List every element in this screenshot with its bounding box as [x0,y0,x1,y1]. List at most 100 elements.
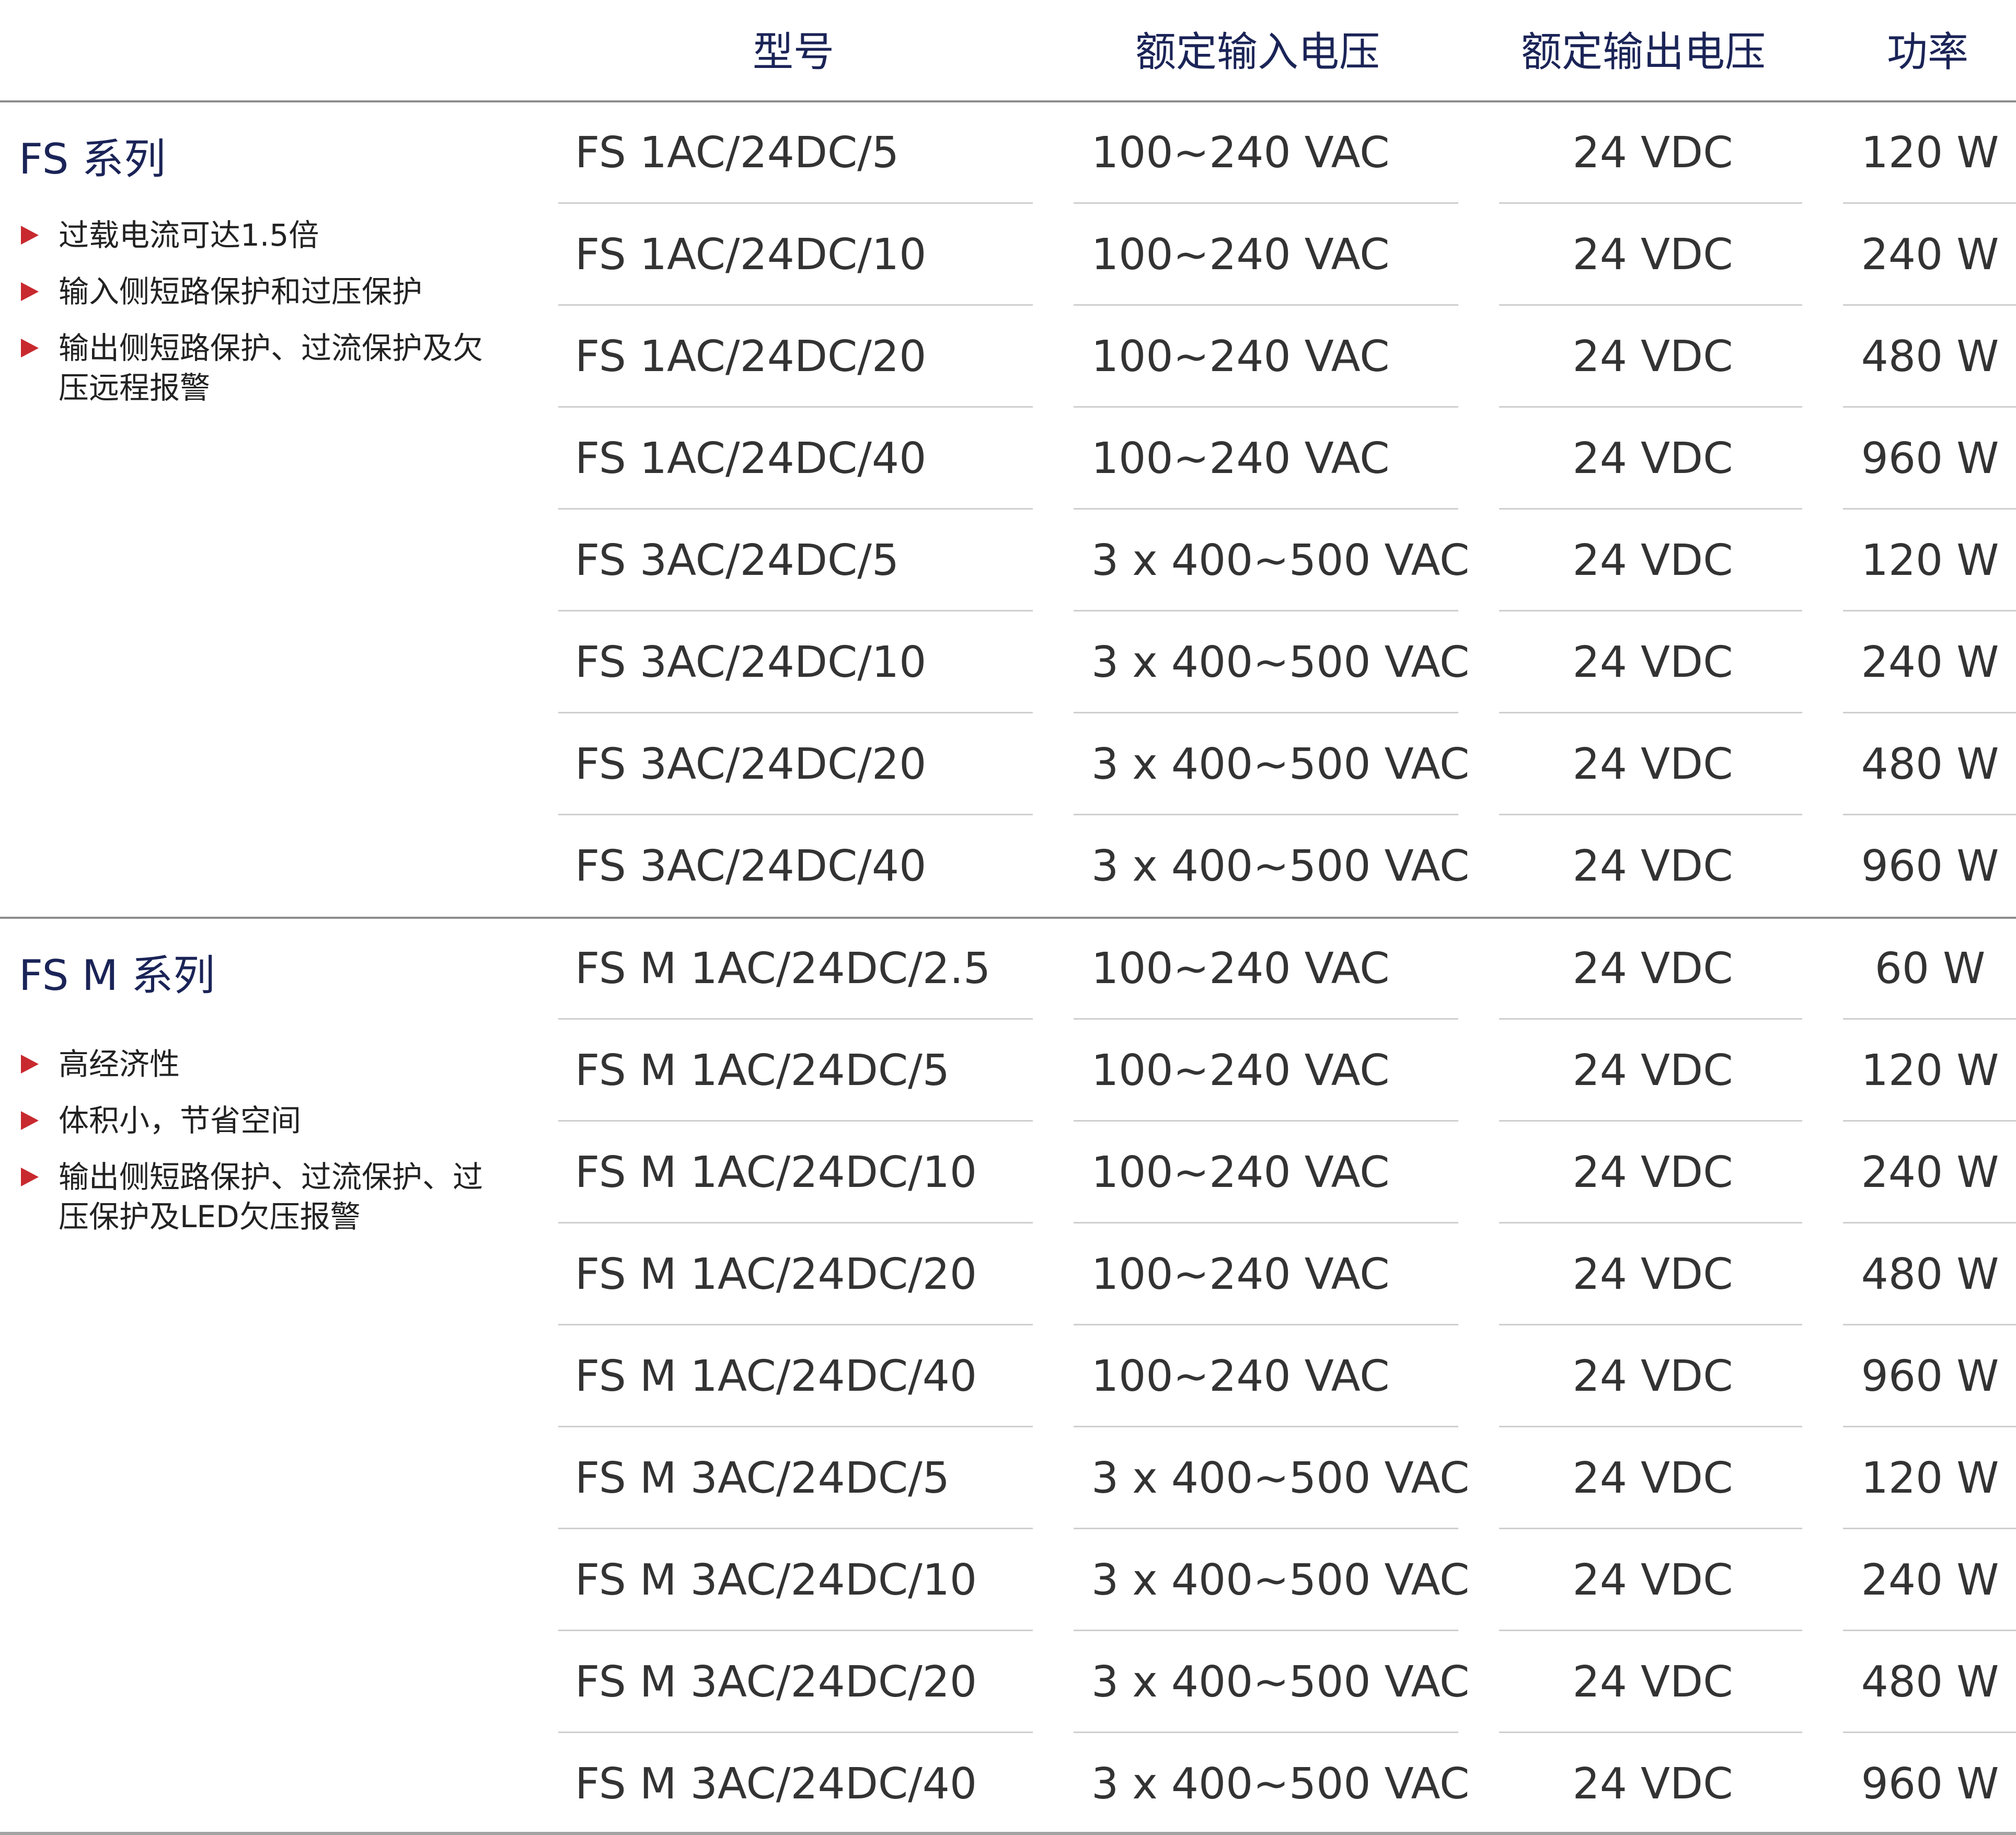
row-separator [1499,1324,1802,1325]
row-separator [1074,1426,1458,1427]
row-separator [1074,1120,1458,1122]
cell-output: 24 VDC [1572,638,1733,687]
feature-list-fsm: 高经济性 体积小，节省空间 输出侧短路保护、过流保护、过压保护及LED欠压报警 [19,1044,542,1253]
cell-model: FS M 3AC/24DC/20 [575,1657,977,1707]
cell-input: 3 x 400~500 VAC [1091,1453,1470,1503]
table-row: FS 3AC/24DC/40 3 x 400~500 VAC 24 VDC 96… [0,815,2016,917]
row-separator [1499,610,1802,611]
row-separator [558,1222,1033,1224]
cell-power: 960 W [1861,434,1999,483]
table-row: FS M 1AC/24DC/10 100~240 VAC 24 VDC 240 … [0,1122,2016,1224]
cell-input: 3 x 400~500 VAC [1091,536,1470,585]
row-separator [1074,1528,1458,1529]
row-separator [1074,1630,1458,1631]
cell-model: FS 3AC/24DC/20 [575,740,927,789]
table-row: FS M 1AC/24DC/40 100~240 VAC 24 VDC 960 … [0,1325,2016,1427]
cell-input: 100~240 VAC [1091,1352,1390,1401]
cell-model: FS M 1AC/24DC/5 [575,1046,950,1095]
header-power: 功率 [1887,29,1969,76]
cell-output: 24 VDC [1572,230,1733,280]
row-separator [1499,508,1802,510]
row-separator [1074,1324,1458,1325]
row-separator [1843,1630,2016,1631]
table-row: FS 1AC/24DC/20 100~240 VAC 24 VDC 480 W [0,306,2016,408]
cell-power: 960 W [1861,1352,1999,1401]
cell-model: FS M 1AC/24DC/10 [575,1148,977,1197]
cell-power: 120 W [1861,128,1999,178]
cell-output: 24 VDC [1572,128,1733,178]
table-row: FS M 3AC/24DC/10 3 x 400~500 VAC 24 VDC … [0,1529,2016,1631]
cell-power: 480 W [1861,740,1999,789]
cell-power: 480 W [1861,1657,1999,1707]
row-separator [558,1426,1033,1427]
cell-model: FS M 3AC/24DC/40 [575,1759,977,1809]
cell-output: 24 VDC [1572,1555,1733,1605]
header-output-voltage: 额定输出电压 [1521,29,1766,76]
row-separator [1499,1426,1802,1427]
group-table-fs: FS 1AC/24DC/5 100~240 VAC 24 VDC 120 W F… [0,102,2016,917]
cell-power: 120 W [1861,536,1999,585]
row-separator [1499,814,1802,815]
cell-output: 24 VDC [1572,944,1733,994]
feature-item: 输出侧短路保护、过流保护、过压保护及LED欠压报警 [19,1157,508,1237]
row-separator [1499,1732,1802,1733]
cell-output: 24 VDC [1572,1148,1733,1197]
cell-model: FS 3AC/24DC/40 [575,841,927,891]
row-separator [1843,1528,2016,1529]
feature-item: 体积小，节省空间 [19,1101,542,1140]
row-separator [1843,1018,2016,1020]
cell-power: 960 W [1861,1759,1999,1809]
table-row: FS 1AC/24DC/10 100~240 VAC 24 VDC 240 W [0,204,2016,306]
row-separator [558,304,1033,306]
row-separator [558,1120,1033,1122]
cell-power: 240 W [1861,230,1999,280]
cell-model: FS 1AC/24DC/10 [575,230,927,280]
cell-output: 24 VDC [1572,1657,1733,1707]
row-separator [558,1528,1033,1529]
row-separator [1843,202,2016,204]
table-row: FS 3AC/24DC/5 3 x 400~500 VAC 24 VDC 120… [0,510,2016,611]
row-separator [1499,1528,1802,1529]
row-separator [1499,1630,1802,1631]
cell-input: 100~240 VAC [1091,332,1390,382]
cell-output: 24 VDC [1572,332,1733,382]
cell-output: 24 VDC [1572,1046,1733,1095]
row-separator [1074,712,1458,713]
table-row: FS 1AC/24DC/5 100~240 VAC 24 VDC 120 W [0,102,2016,204]
row-separator [1843,1120,2016,1122]
row-separator [1074,304,1458,306]
cell-power: 240 W [1861,638,1999,687]
cell-input: 3 x 400~500 VAC [1091,1759,1470,1809]
row-separator [558,712,1033,713]
group-rule [0,917,2016,919]
row-separator [558,1630,1033,1631]
feature-item: 输入侧短路保护和过压保护 [19,272,542,311]
feature-item: 过载电流可达1.5倍 [19,215,542,255]
row-separator [1074,508,1458,510]
cell-power: 480 W [1861,332,1999,382]
table-row: FS M 1AC/24DC/2.5 100~240 VAC 24 VDC 60 … [0,918,2016,1020]
cell-output: 24 VDC [1572,740,1733,789]
row-separator [1074,1018,1458,1020]
table-row: FS M 1AC/24DC/20 100~240 VAC 24 VDC 480 … [0,1224,2016,1325]
table-row: FS 3AC/24DC/10 3 x 400~500 VAC 24 VDC 24… [0,611,2016,713]
row-separator [1074,406,1458,408]
cell-output: 24 VDC [1572,434,1733,483]
cell-power: 480 W [1861,1250,1999,1299]
row-separator [1843,1324,2016,1325]
cell-input: 100~240 VAC [1091,128,1390,178]
cell-model: FS 3AC/24DC/10 [575,638,927,687]
feature-list-fs: 过载电流可达1.5倍 输入侧短路保护和过压保护 输出侧短路保护、过流保护及欠压远… [19,215,542,424]
table-row: FS 3AC/24DC/20 3 x 400~500 VAC 24 VDC 48… [0,713,2016,815]
cell-output: 24 VDC [1572,1250,1733,1299]
row-separator [1499,406,1802,408]
cell-input: 3 x 400~500 VAC [1091,1555,1470,1605]
group-table-fsm: FS M 1AC/24DC/2.5 100~240 VAC 24 VDC 60 … [0,918,2016,1835]
cell-model: FS M 1AC/24DC/2.5 [575,944,991,994]
row-separator [1843,1732,2016,1733]
feature-item: 高经济性 [19,1044,542,1084]
cell-input: 100~240 VAC [1091,1250,1390,1299]
cell-output: 24 VDC [1572,536,1733,585]
table-row: FS M 3AC/24DC/20 3 x 400~500 VAC 24 VDC … [0,1631,2016,1733]
cell-model: FS M 1AC/24DC/40 [575,1352,977,1401]
